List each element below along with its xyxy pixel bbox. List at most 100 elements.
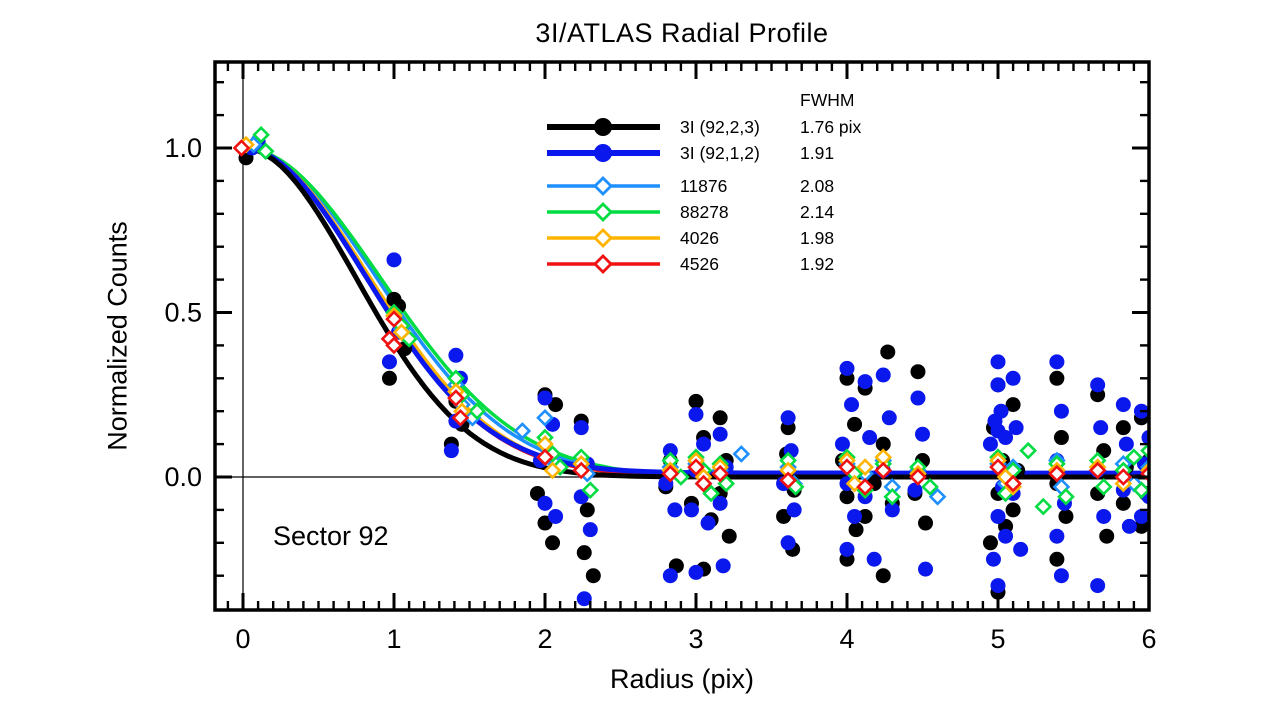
- data-point-diamond: [694, 474, 713, 493]
- data-point-diamond: [1125, 448, 1143, 467]
- data-point-diamond: [779, 471, 797, 490]
- data-point-diamond: [581, 481, 600, 499]
- data-point-circle: [1005, 397, 1021, 413]
- data-point-circle: [918, 515, 934, 531]
- data-point-circle: [700, 515, 716, 531]
- chart-title: 3I/ATLAS Radial Profile: [535, 18, 829, 48]
- data-point-diamond: [1034, 497, 1053, 516]
- data-point-diamond: [1057, 487, 1075, 506]
- data-point-circle: [839, 360, 855, 376]
- legend-row: 3I (92,1,2) 1.91: [545, 140, 861, 166]
- data-point-diamond: [256, 142, 275, 161]
- legend-fwhm-value: 1.91: [800, 142, 835, 163]
- data-point-circle: [386, 252, 402, 268]
- legend-row: 3I (92,2,3) 1.76 pix: [545, 114, 861, 140]
- data-point-diamond: [921, 478, 939, 496]
- data-point-circle: [1049, 528, 1065, 544]
- data-point-circle: [848, 522, 864, 538]
- data-point-diamond: [451, 408, 470, 427]
- data-point-circle: [712, 495, 728, 511]
- data-point-circle: [1118, 436, 1134, 452]
- data-point-circle: [667, 502, 683, 518]
- data-point-circle: [839, 541, 855, 557]
- data-point-circle: [990, 508, 1006, 524]
- data-point-circle: [875, 436, 891, 452]
- tick-label: 0.0: [164, 462, 202, 492]
- data-point-diamond: [909, 468, 927, 486]
- data-point-circle: [448, 347, 464, 363]
- data-point-diamond: [385, 336, 403, 355]
- tick-label: 0.5: [164, 298, 202, 328]
- data-point-diamond: [989, 458, 1007, 476]
- data-point-circle: [915, 426, 930, 442]
- legend-marker-icon: [547, 144, 660, 162]
- data-point-diamond: [252, 126, 270, 144]
- legend-series-label: 11876: [680, 175, 728, 196]
- data-point-diamond: [536, 448, 554, 467]
- data-point-circle: [696, 436, 712, 452]
- data-point-circle: [688, 406, 704, 422]
- legend-fwhm-value: 2.14: [800, 201, 835, 222]
- legend-fwhm-value: 1.98: [800, 227, 835, 248]
- data-point-circle: [847, 508, 863, 524]
- data-point-circle: [712, 426, 728, 442]
- data-point-circle: [1049, 370, 1065, 386]
- data-point-circle: [381, 370, 397, 386]
- data-point-circle: [576, 591, 592, 607]
- data-point-circle: [834, 436, 850, 452]
- data-point-circle: [881, 410, 897, 426]
- data-point-circle: [683, 502, 699, 518]
- data-point-circle: [1008, 420, 1024, 436]
- data-point-diamond: [468, 402, 486, 421]
- data-point-circle: [579, 502, 595, 518]
- data-point-circle: [548, 508, 564, 524]
- data-point-circle: [1005, 502, 1021, 518]
- data-point-diamond: [1048, 464, 1066, 483]
- data-point-circle: [1049, 551, 1065, 567]
- data-point-diamond: [1004, 474, 1022, 493]
- data-point-diamond: [856, 458, 874, 476]
- data-point-circle: [998, 528, 1014, 544]
- data-point-circle: [573, 420, 589, 436]
- tick-label: 1: [386, 624, 401, 654]
- data-point-circle: [990, 354, 1006, 370]
- x-axis-label: Radius (pix): [609, 664, 755, 694]
- data-point-diamond: [513, 422, 532, 440]
- data-point-circle: [910, 390, 926, 406]
- data-point-diamond: [1088, 461, 1107, 480]
- data-point-circle: [998, 430, 1014, 446]
- legend-marker-icon: [547, 202, 660, 222]
- legend-row: 4526 1.92: [545, 251, 861, 277]
- data-point-circle: [662, 568, 678, 584]
- data-point-circle: [1005, 370, 1021, 386]
- tick-label: 1.0: [164, 133, 202, 163]
- tick-label: 4: [839, 624, 854, 654]
- tick-label: 2: [537, 624, 552, 654]
- data-point-circle: [1121, 518, 1137, 534]
- legend-fwhm-header: FWHM: [800, 90, 855, 110]
- legend: FWHM 3I (92,2,3) 1.76 pix 3I (92,1,2) 1.…: [545, 88, 861, 277]
- data-point-circle: [990, 377, 1006, 393]
- data-point-circle: [1141, 430, 1149, 446]
- data-point-circle: [1049, 354, 1065, 370]
- data-point-circle: [545, 535, 561, 551]
- data-point-diamond: [385, 310, 403, 328]
- data-point-circle: [982, 436, 998, 452]
- data-point-circle: [1115, 420, 1131, 436]
- legend-marker-icon: [547, 176, 660, 196]
- legend-row: 88278 2.14: [545, 199, 861, 225]
- data-point-diamond: [732, 445, 751, 463]
- data-point-circle: [786, 502, 802, 518]
- data-point-diamond: [711, 464, 729, 483]
- data-point-diamond: [687, 458, 705, 476]
- data-point-circle: [866, 551, 882, 567]
- data-point-circle: [1013, 541, 1029, 557]
- data-point-circle: [1115, 397, 1131, 413]
- legend-fwhm-value: 2.08: [800, 175, 835, 196]
- legend-fwhm-value: 1.76 pix: [800, 116, 862, 137]
- y-axis-label: Normalized Counts: [102, 221, 133, 451]
- data-point-diamond: [572, 461, 591, 480]
- data-point-circle: [688, 393, 704, 409]
